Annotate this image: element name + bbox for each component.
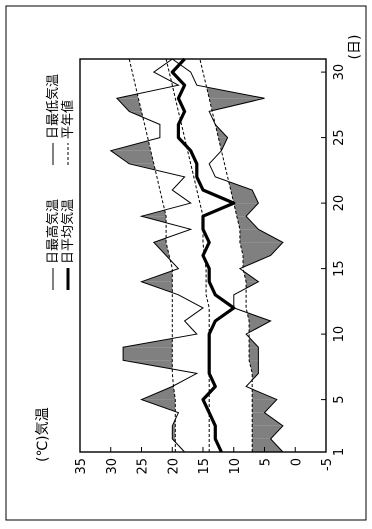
legend-entry-max: 日最高気温 — [45, 199, 61, 290]
shade-below-normal-2 — [252, 425, 283, 439]
shade-below-normal-5 — [252, 389, 277, 400]
temp-tick-label: 20 — [166, 458, 181, 475]
shade-below-normal-1 — [252, 438, 283, 452]
day-tick-label: 10 — [332, 326, 347, 343]
legend: 日最高気温 日平均気温 日最低気温 平年値 — [45, 74, 76, 290]
temp-tick-label: 35 — [74, 458, 89, 475]
temp-tick-label: 15 — [197, 458, 212, 475]
legend-label-avg: 日平均気温 — [60, 199, 76, 264]
day-tick-label: 30 — [332, 64, 347, 81]
series-min-line — [172, 58, 284, 453]
temp-tick-label: 25 — [136, 458, 151, 475]
temp-tick-label: 0 — [289, 458, 304, 466]
day-tick-label: 20 — [332, 195, 347, 212]
shade-below-normal-19 — [233, 203, 259, 217]
day-tick-label: 15 — [332, 260, 347, 277]
legend-entry-avg: 日平均気温 — [60, 199, 76, 290]
normal-high-line — [128, 58, 176, 452]
temp-tick-label: 10 — [228, 458, 243, 475]
shade-below-normal-16 — [239, 242, 283, 256]
axis-ticks-layer — [79, 71, 327, 453]
series-layer — [109, 57, 284, 453]
shade-below-normal-17 — [239, 229, 283, 243]
shade-above-normal-8 — [123, 347, 173, 361]
shade-below-normal-18 — [236, 216, 259, 230]
legend-entry-normal: 平年値 — [60, 100, 76, 165]
temp-tick-label: -5 — [320, 458, 335, 471]
shade-below-normal-3 — [252, 412, 283, 426]
shade-above-normal-23 — [110, 150, 154, 164]
day-tick-label: 25 — [332, 129, 347, 146]
day-tick-label: 1 — [332, 448, 347, 456]
shade-below-normal-4 — [252, 399, 277, 413]
shade-above-normal-27 — [116, 98, 142, 112]
shade-below-normal-8 — [249, 347, 259, 361]
y-axis-title: (℃)気温 — [35, 407, 51, 462]
legend-label-min: 日最低気温 — [45, 74, 61, 139]
day-tick-label: 5 — [332, 395, 347, 403]
outer-border — [5, 5, 367, 521]
temp-tick-label: 5 — [259, 458, 274, 466]
x-axis-title: (日) — [347, 35, 363, 60]
legend-label-normal: 平年値 — [60, 100, 76, 139]
temp-tick-label: 30 — [105, 458, 120, 475]
legend-label-max: 日最高気温 — [45, 199, 61, 264]
series-avg-line — [170, 57, 236, 453]
shade-below-normal-24 — [218, 137, 228, 151]
series-max-line — [109, 58, 204, 453]
shade-above-normal-16 — [153, 242, 170, 256]
shade-below-normal-20 — [230, 190, 259, 204]
shade-above-normal-2 — [172, 425, 176, 439]
legend-entry-min: 日最低気温 — [45, 74, 61, 165]
